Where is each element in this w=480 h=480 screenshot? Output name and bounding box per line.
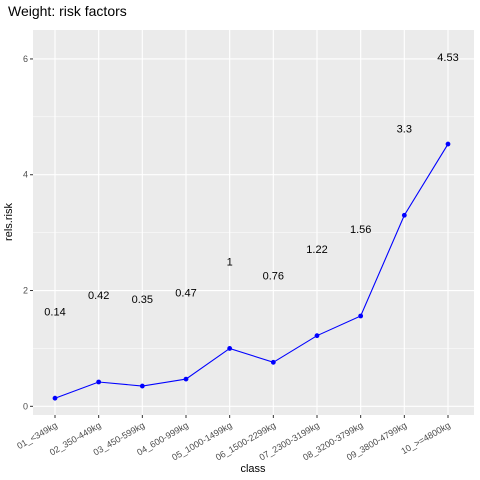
data-label: 0.47 <box>175 287 196 299</box>
data-point <box>445 141 451 147</box>
series-line <box>54 143 449 399</box>
data-point <box>52 395 58 401</box>
x-axis-title: class <box>240 463 266 475</box>
data-label: 4.53 <box>437 52 458 64</box>
x-tick-label: 10_>=4800kg <box>399 420 452 456</box>
data-label: 0.35 <box>132 294 153 306</box>
y-axis: 0 2 4 6 <box>23 54 33 411</box>
data-label: 3.3 <box>397 123 412 135</box>
data-point <box>183 376 189 382</box>
data-label: 0.76 <box>263 270 284 282</box>
data-point <box>314 333 320 339</box>
data-point <box>270 359 276 365</box>
data-label: 1.22 <box>306 244 327 256</box>
data-label: 0.14 <box>44 306 65 318</box>
data-label: 0.42 <box>88 290 109 302</box>
x-axis: 01_<349kg02_350-449kg03_450-599kg04_600-… <box>15 415 452 463</box>
data-point <box>139 383 145 389</box>
data-series <box>52 141 451 401</box>
data-labels: 0.14 0.42 0.35 0.47 1 0.76 1.22 1.56 3.3 4.53 <box>44 52 458 318</box>
data-label: 1.56 <box>350 224 371 236</box>
data-point <box>358 313 364 319</box>
plot-panel <box>33 30 474 415</box>
data-point <box>401 212 407 218</box>
data-label: 1 <box>227 257 233 269</box>
y-axis-title: rels.risk <box>3 203 15 241</box>
y-tick-label: 6 <box>23 54 28 64</box>
y-tick-label: 0 <box>23 401 28 411</box>
data-point <box>96 379 102 385</box>
grid-lines <box>33 30 474 415</box>
y-tick-label: 4 <box>23 170 28 180</box>
y-tick-label: 2 <box>23 286 28 296</box>
data-point <box>227 346 233 351</box>
chart-title: Weight: risk factors <box>8 3 127 19</box>
